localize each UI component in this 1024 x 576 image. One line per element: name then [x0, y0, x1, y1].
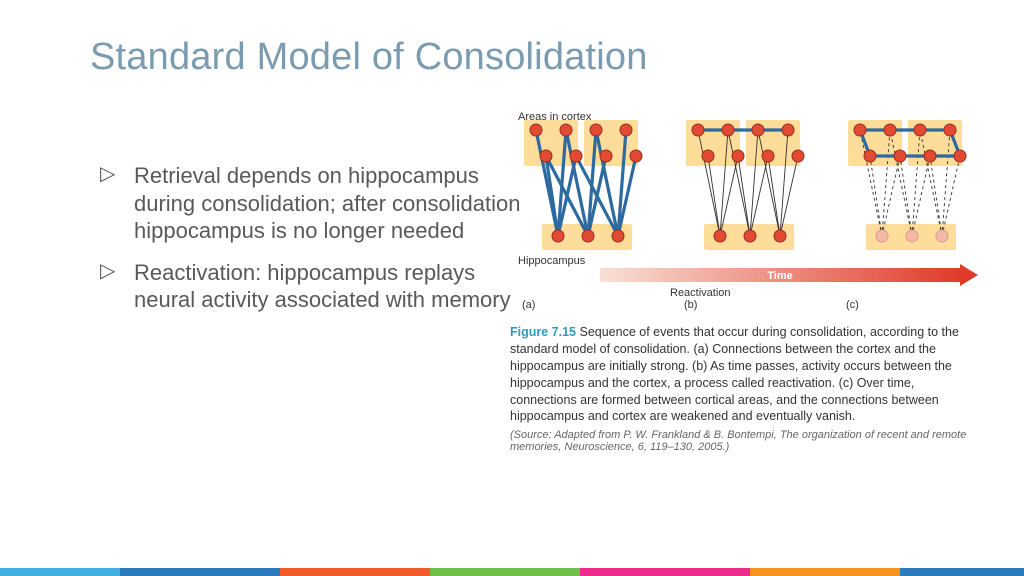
slide-title: Standard Model of Consolidation — [90, 36, 648, 79]
figure-caption: Figure 7.15 Sequence of events that occu… — [510, 324, 980, 425]
svg-text:(c): (c) — [846, 299, 859, 311]
svg-text:(b): (b) — [684, 299, 697, 311]
figure-label: Figure 7.15 — [510, 325, 576, 339]
svg-text:Hippocampus: Hippocampus — [518, 255, 586, 267]
svg-text:Time: Time — [767, 270, 792, 282]
bullet-list: Retrieval depends on hippocampus during … — [60, 162, 530, 328]
figure-area: Areas in cortexHippocampusTimeReactivati… — [510, 108, 980, 453]
accent-bar — [0, 568, 1024, 576]
figure-caption-text: Sequence of events that occur during con… — [510, 325, 959, 423]
bullet-item: Reactivation: hippocampus replays neural… — [100, 259, 530, 314]
consolidation-diagram: Areas in cortexHippocampusTimeReactivati… — [510, 108, 980, 318]
svg-text:(a): (a) — [522, 299, 535, 311]
bullet-item: Retrieval depends on hippocampus during … — [100, 162, 530, 245]
figure-source: (Source: Adapted from P. W. Frankland & … — [510, 429, 980, 453]
svg-text:Reactivation: Reactivation — [670, 287, 731, 299]
